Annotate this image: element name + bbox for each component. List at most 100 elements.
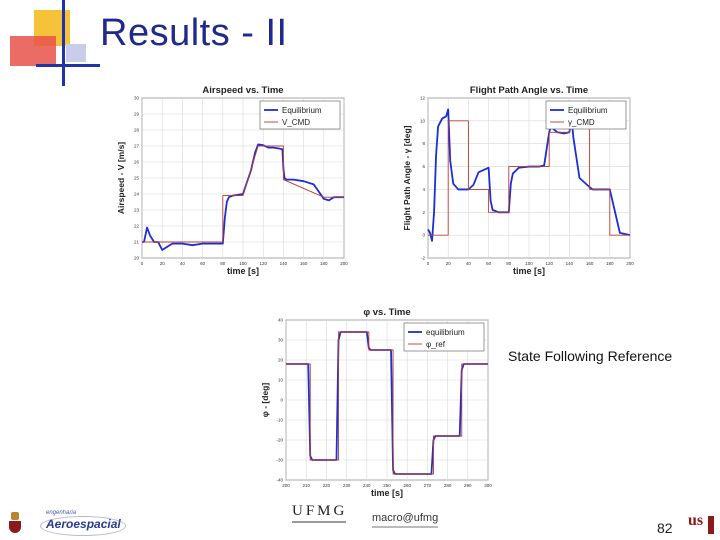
x-tick-label: 60: [200, 261, 206, 266]
deco-red-square: [10, 36, 56, 66]
x-tick-label: 20: [160, 261, 166, 266]
chart-title: Flight Path Angle vs. Time: [470, 85, 588, 96]
y-tick-label: 2: [422, 210, 425, 215]
y-tick-label: 20: [278, 358, 284, 363]
aero-logo-top: engenharia: [46, 510, 77, 516]
x-tick-label: 280: [444, 483, 452, 488]
y-tick-label: 29: [134, 112, 140, 117]
y-tick-label: -30: [276, 458, 283, 463]
x-tick-label: 250: [383, 483, 391, 488]
series-line-equilibrium: [427, 108, 631, 242]
aeroespacial-logo: engenharia Aeroespacial: [40, 510, 130, 538]
x-tick-label: 20: [446, 261, 452, 266]
x-tick-label: 0: [141, 261, 144, 266]
y-tick-label: -40: [276, 478, 283, 483]
y-tick-label: 12: [420, 96, 426, 101]
x-tick-label: 300: [484, 483, 492, 488]
legend-label: equilibrium: [426, 328, 465, 337]
series-line-equilibrium: [142, 143, 344, 251]
y-tick-label: 24: [134, 192, 140, 197]
chart-title: φ vs. Time: [363, 307, 410, 318]
y-tick-label: 30: [134, 96, 140, 101]
x-tick-label: 180: [606, 261, 614, 266]
deco-small-blue-block: [66, 44, 86, 62]
x-tick-label: 40: [180, 261, 186, 266]
slide-title: Results - II: [100, 12, 288, 54]
y-tick-label: 8: [422, 141, 425, 146]
y-tick-label: -10: [276, 418, 283, 423]
flight-path-angle-chart: 0 20 40 60 80 100 120 140 160 180 200 -2 0 2 4 6 8 10 12 Fl…: [398, 80, 638, 280]
x-tick-label: 160: [300, 261, 308, 266]
x-tick-label: 80: [220, 261, 226, 266]
univ-logo-text: us: [688, 512, 704, 529]
x-tick-label: 160: [586, 261, 594, 266]
y-axis-label: φ - [deg]: [260, 383, 270, 418]
x-tick-label: 200: [282, 483, 290, 488]
flight-path-angle-chart-svg: 0 20 40 60 80 100 120 140 160 180 200-2024681012Fl…: [402, 85, 634, 276]
phi-chart-svg: 200 210 220 230 240 250 260 270 280 290 300-40-30-…: [260, 307, 492, 498]
x-tick-label: 80: [506, 261, 512, 266]
x-tick-label: 230: [343, 483, 351, 488]
deco-blue-horizontal-line: [36, 64, 100, 67]
legend-box: [545, 100, 627, 130]
y-axis-label: Airspeed - V [m/s]: [116, 142, 126, 214]
university-crest-logo: [8, 512, 22, 534]
x-axis-label: time [s]: [227, 266, 259, 276]
x-tick-label: 140: [280, 261, 288, 266]
airspeed-chart: 0 20 40 60 80 100 120 140 160 180 200 20 21 22 23 24 25 2…: [112, 80, 352, 280]
x-tick-label: 200: [340, 261, 348, 266]
y-tick-label: 4: [422, 187, 425, 192]
series-line--ref: [286, 331, 488, 475]
x-tick-label: 260: [403, 483, 411, 488]
airspeed-chart-svg: 0 20 40 60 80 100 120 140 160 180 2002021222324252…: [116, 85, 348, 276]
x-tick-label: 120: [545, 261, 553, 266]
series-line--cmd: [428, 120, 630, 236]
y-tick-label: -20: [276, 438, 283, 443]
y-tick-label: 20: [134, 256, 140, 261]
legend-label: γ_CMD: [568, 118, 595, 127]
macro-logo: macro@ufmg: [372, 512, 439, 524]
y-tick-label: 23: [134, 208, 140, 213]
y-tick-label: 22: [134, 224, 140, 229]
x-tick-label: 120: [259, 261, 267, 266]
phi-chart: 200 210 220 230 240 250 260 270 280 290 300 -40 -30-…: [256, 302, 496, 502]
x-tick-label: 200: [626, 261, 634, 266]
series-line-v-cmd: [142, 145, 344, 243]
y-tick-label: 25: [134, 176, 140, 181]
x-tick-label: 140: [566, 261, 574, 266]
x-tick-label: 270: [424, 483, 432, 488]
legend-label: Equilibrium: [568, 106, 608, 115]
y-tick-label: 6: [422, 164, 425, 169]
x-tick-label: 100: [525, 261, 533, 266]
chart-title: Airspeed vs. Time: [202, 85, 283, 96]
legend-label: φ_ref: [426, 340, 446, 349]
y-tick-label: 30: [278, 338, 284, 343]
univ-seville-logo: us: [686, 508, 716, 538]
y-tick-label: 21: [134, 240, 140, 245]
aero-logo-swoosh: [40, 516, 126, 536]
y-tick-label: -2: [421, 256, 425, 261]
ufmg-logo-underline: [292, 521, 346, 523]
page-number: 82: [657, 520, 673, 536]
x-tick-label: 290: [464, 483, 472, 488]
y-tick-label: 10: [420, 118, 426, 123]
x-axis-label: time [s]: [371, 488, 403, 498]
y-tick-label: 27: [134, 144, 140, 149]
x-tick-label: 180: [320, 261, 328, 266]
x-tick-label: 60: [486, 261, 492, 266]
x-tick-label: 220: [323, 483, 331, 488]
y-tick-label: 10: [278, 378, 284, 383]
deco-blue-vertical-line: [62, 0, 65, 86]
x-tick-label: 40: [466, 261, 472, 266]
ufmg-logo: UFMG: [292, 503, 348, 519]
legend-label: V_CMD: [282, 118, 310, 127]
macro-logo-subline: [372, 526, 438, 528]
legend-box: [259, 100, 341, 130]
x-tick-label: 210: [302, 483, 310, 488]
x-axis-label: time [s]: [513, 266, 545, 276]
y-tick-label: 40: [278, 318, 284, 323]
y-tick-label: 26: [134, 160, 140, 165]
x-tick-label: 100: [239, 261, 247, 266]
legend-box: [403, 322, 485, 352]
y-tick-label: 28: [134, 128, 140, 133]
